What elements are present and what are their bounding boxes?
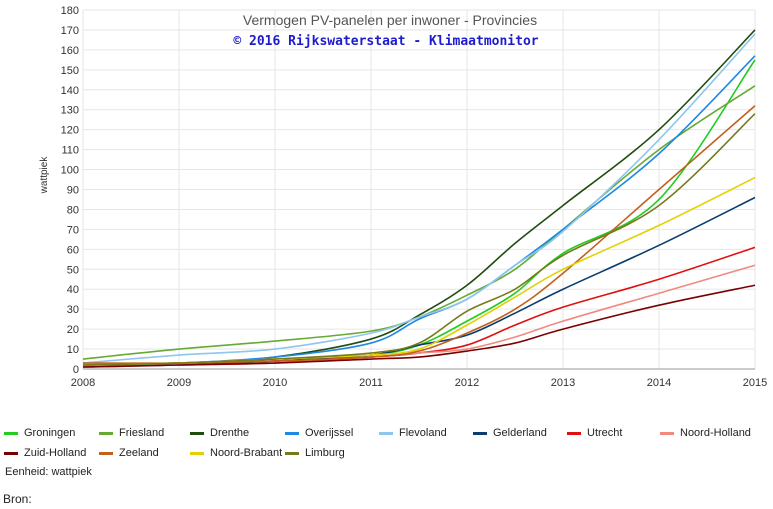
legend-label: Utrecht xyxy=(587,427,623,439)
legend-item[interactable]: Groningen xyxy=(4,425,75,441)
legend-swatch xyxy=(379,431,393,435)
x-tick-label: 2010 xyxy=(263,377,287,389)
line-chart: 0 10 20 30 40 50 60 70 80 90 100 110 120 130 140 150 160… xyxy=(39,5,767,389)
legend-label: Noord-Brabant xyxy=(210,447,283,459)
y-tick-label: 90 xyxy=(67,185,79,197)
series-line-noord-brabant xyxy=(82,176,756,366)
unit-note: Eenheid: wattpiek xyxy=(5,466,92,478)
series-line-friesland xyxy=(82,85,756,360)
legend-swatch xyxy=(4,451,18,455)
legend-label: Flevoland xyxy=(399,427,447,439)
x-tick-label: 2011 xyxy=(359,377,383,389)
legend-label: Zeeland xyxy=(119,447,159,459)
legend-swatch xyxy=(190,451,204,455)
y-tick-label: 160 xyxy=(61,45,79,57)
y-tick-label: 150 xyxy=(61,65,79,77)
legend-label: Overijssel xyxy=(305,427,354,439)
legend-swatch xyxy=(99,431,113,435)
x-tick-label: 2013 xyxy=(551,377,575,389)
series-line-drenthe xyxy=(82,29,756,366)
legend-item[interactable]: Zeeland xyxy=(99,445,159,461)
y-tick-label: 40 xyxy=(67,284,79,296)
legend-item[interactable]: Drenthe xyxy=(190,425,249,441)
y-tick-label: 10 xyxy=(67,344,79,356)
legend-item[interactable]: Overijssel xyxy=(285,425,353,441)
y-tick-label: 110 xyxy=(61,145,79,157)
y-tick-label: 0 xyxy=(73,364,79,376)
legend-item[interactable]: Zuid-Holland xyxy=(4,445,86,461)
y-tick-label: 140 xyxy=(61,85,79,97)
legend-swatch xyxy=(473,431,487,435)
y-tick-label: 30 xyxy=(67,304,79,316)
y-tick-label: 180 xyxy=(61,5,79,17)
legend-item[interactable]: Flevoland xyxy=(379,425,447,441)
legend-swatch xyxy=(660,431,674,435)
legend-label: Friesland xyxy=(119,427,165,439)
legend-item[interactable]: Limburg xyxy=(285,445,345,461)
x-tick-label: 2008 xyxy=(71,377,95,389)
series-line-flevoland xyxy=(82,33,756,364)
series-line-zeeland xyxy=(82,105,756,364)
series-line-zuid-holland xyxy=(82,284,756,368)
y-tick-label: 20 xyxy=(67,324,79,336)
legend-item[interactable]: Noord-Brabant xyxy=(190,445,282,461)
chart-legend: Groningen Friesland Drenthe Overijssel Flevo… xyxy=(0,424,773,464)
legend-item[interactable]: Friesland xyxy=(99,425,164,441)
x-tick-label: 2012 xyxy=(455,377,479,389)
y-tick-label: 100 xyxy=(61,165,79,177)
series-line-overijssel xyxy=(82,55,756,366)
legend-swatch xyxy=(4,431,18,435)
x-tick-label: 2009 xyxy=(167,377,191,389)
source-label: Bron: xyxy=(3,492,32,506)
legend-item[interactable]: Gelderland xyxy=(473,425,547,441)
y-tick-label: 130 xyxy=(61,105,79,117)
legend-swatch xyxy=(99,451,113,455)
y-tick-label: 170 xyxy=(61,25,79,37)
x-tick-label: 2014 xyxy=(647,377,671,389)
y-tick-label: 80 xyxy=(67,204,79,216)
legend-item[interactable]: Utrecht xyxy=(567,425,622,441)
x-tick-labels: 2008 2009 2010 2011 2012 2013 2014 2015 xyxy=(71,377,767,389)
series-line-gelderland xyxy=(82,196,756,368)
y-tick-labels: 0 10 20 30 40 50 60 70 80 90 100 110 120 130 140 150 160… xyxy=(61,5,79,376)
y-tick-label: 50 xyxy=(67,264,79,276)
legend-label: Limburg xyxy=(305,447,345,459)
chart-subtitle: © 2016 Rijkswaterstaat - Klimaatmonitor xyxy=(233,34,538,49)
grid-lines xyxy=(82,9,756,370)
legend-label: Drenthe xyxy=(210,427,250,439)
legend-swatch xyxy=(285,431,299,435)
legend-swatch xyxy=(285,451,299,455)
chart-title: Vermogen PV-panelen per inwoner - Provin… xyxy=(243,12,537,28)
series-lines xyxy=(82,29,756,368)
legend-label: Groningen xyxy=(24,427,76,439)
y-tick-label: 70 xyxy=(67,224,79,236)
y-tick-label: 60 xyxy=(67,244,79,256)
legend-swatch xyxy=(190,431,204,435)
y-tick-label: 120 xyxy=(61,125,79,137)
series-line-limburg xyxy=(82,113,756,366)
legend-label: Zuid-Holland xyxy=(24,447,87,459)
y-axis-label: wattpiek xyxy=(39,156,50,195)
legend-label: Gelderland xyxy=(493,427,547,439)
x-tick-label: 2015 xyxy=(743,377,767,389)
legend-swatch xyxy=(567,431,581,435)
legend-label: Noord-Holland xyxy=(680,427,751,439)
legend-item[interactable]: Noord-Holland xyxy=(660,425,751,441)
